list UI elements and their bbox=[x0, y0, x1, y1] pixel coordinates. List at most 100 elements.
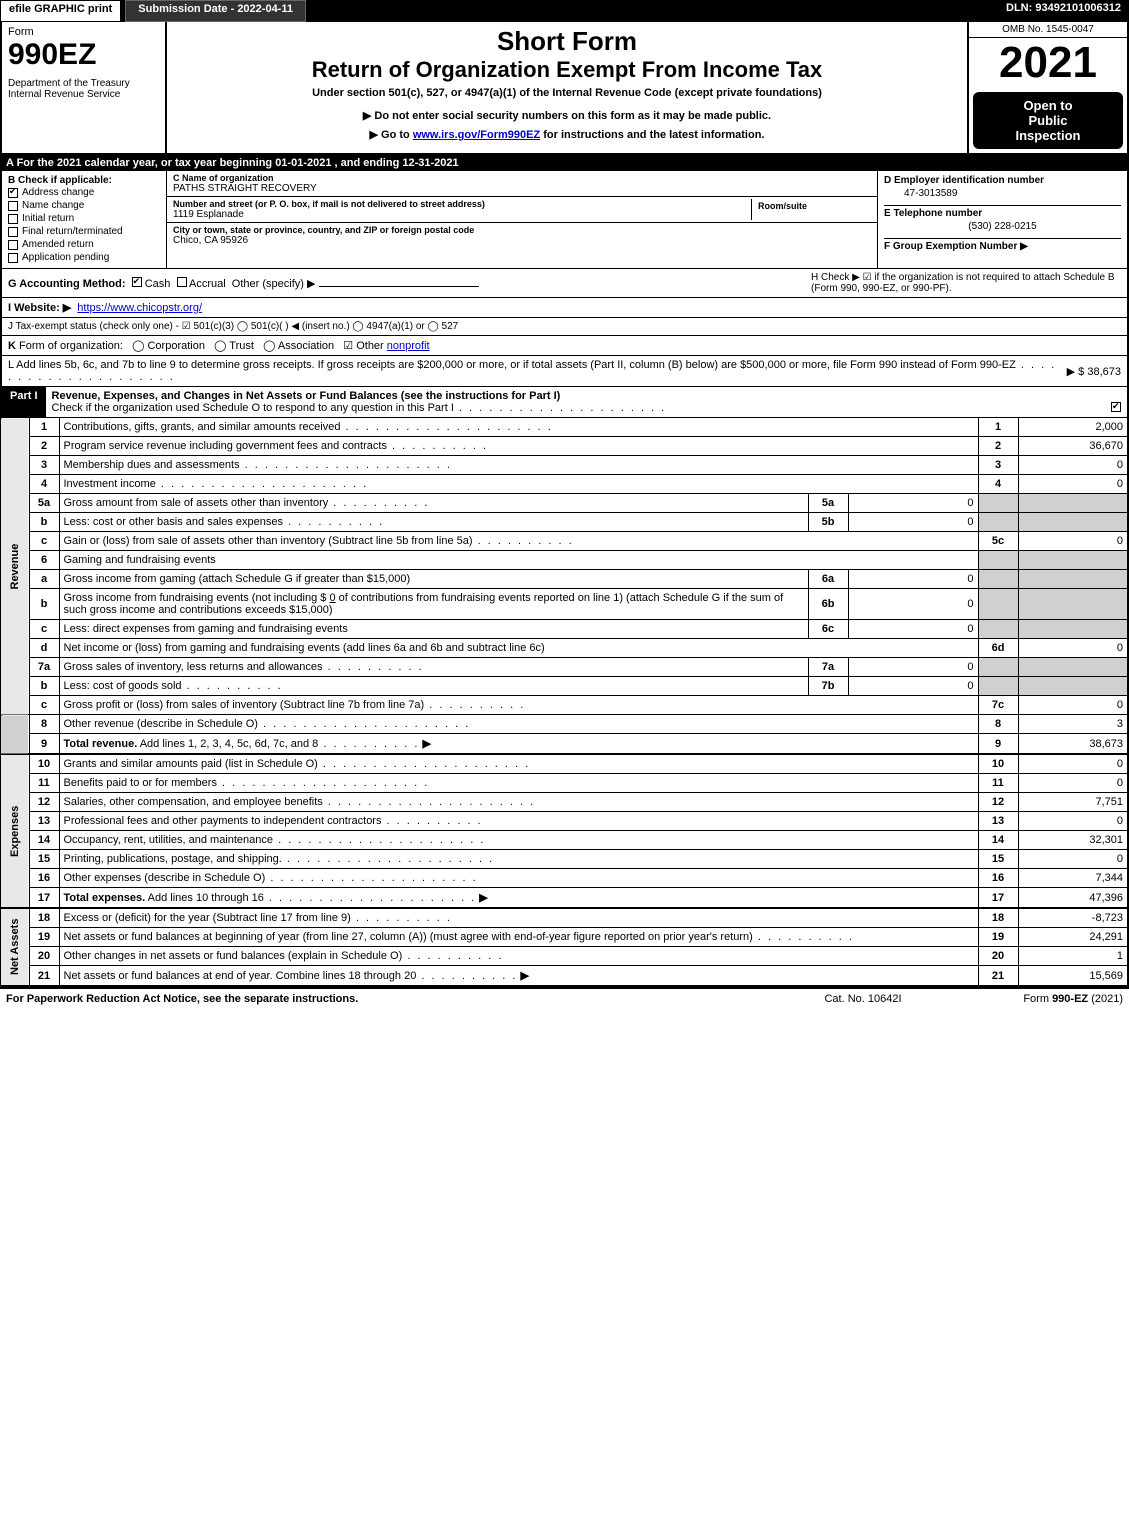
cb-pending[interactable] bbox=[8, 253, 18, 263]
cb-final-return[interactable] bbox=[8, 227, 18, 237]
desc-3: Membership dues and assessments bbox=[64, 459, 240, 471]
sn-6a: 6a bbox=[808, 570, 848, 589]
rn-15: 15 bbox=[978, 850, 1018, 869]
section-b-label: B Check if applicable: bbox=[8, 175, 160, 186]
website-label: I Website: ▶ bbox=[8, 301, 71, 314]
form-number: 990EZ bbox=[8, 38, 159, 72]
room-label: Room/suite bbox=[758, 201, 865, 211]
cb-schedule-o[interactable] bbox=[1111, 402, 1121, 412]
shaded-7a bbox=[978, 658, 1018, 677]
ln-4: 4 bbox=[29, 475, 59, 494]
desc-18: Excess or (deficit) for the year (Subtra… bbox=[64, 912, 351, 924]
irs-label: Internal Revenue Service bbox=[8, 89, 159, 100]
ein-value: 47-3013589 bbox=[884, 186, 1121, 205]
section-k-text: K Form of organization: ◯ Corporation ◯ … bbox=[8, 339, 430, 352]
rn-5c: 5c bbox=[978, 532, 1018, 551]
return-title: Return of Organization Exempt From Incom… bbox=[171, 57, 963, 83]
desc-1: Contributions, gifts, grants, and simila… bbox=[64, 421, 341, 433]
cb-label-2: Initial return bbox=[22, 213, 74, 224]
cb-cash[interactable] bbox=[132, 277, 142, 287]
rn-21: 21 bbox=[978, 966, 1018, 987]
desc-7b: Less: cost of goods sold bbox=[64, 680, 182, 692]
cb-name-change[interactable] bbox=[8, 201, 18, 211]
desc-5c: Gain or (loss) from sale of assets other… bbox=[64, 535, 473, 547]
ln-20: 20 bbox=[29, 947, 59, 966]
cb-label-3: Final return/terminated bbox=[22, 226, 123, 237]
rv-2: 36,670 bbox=[1018, 437, 1128, 456]
ln-21: 21 bbox=[29, 966, 59, 987]
cb-initial-return[interactable] bbox=[8, 214, 18, 224]
ln-7c: c bbox=[29, 696, 59, 715]
cb-amended[interactable] bbox=[8, 240, 18, 250]
rv-10: 0 bbox=[1018, 754, 1128, 774]
desc-16: Other expenses (describe in Schedule O) bbox=[64, 872, 266, 884]
ln-15: 15 bbox=[29, 850, 59, 869]
rn-1: 1 bbox=[978, 418, 1018, 437]
part-1-label: Part I bbox=[2, 387, 46, 417]
cb-label-4: Amended return bbox=[22, 239, 94, 250]
org-name: PATHS STRAIGHT RECOVERY bbox=[173, 183, 871, 194]
section-h: H Check ▶ ☑ if the organization is not r… bbox=[811, 272, 1121, 294]
rv-11: 0 bbox=[1018, 774, 1128, 793]
sv-5b: 0 bbox=[848, 513, 978, 532]
submission-date: Submission Date - 2022-04-11 bbox=[125, 0, 306, 22]
rv-16: 7,344 bbox=[1018, 869, 1128, 888]
ln-17: 17 bbox=[29, 888, 59, 909]
section-d: D Employer identification number 47-3013… bbox=[877, 171, 1127, 268]
netassets-side-label: Net Assets bbox=[1, 908, 29, 986]
cb-address-change[interactable] bbox=[8, 188, 18, 198]
ln-6a: a bbox=[29, 570, 59, 589]
website-link[interactable]: https://www.chicopstr.org/ bbox=[77, 302, 202, 314]
sv-6a: 0 bbox=[848, 570, 978, 589]
sv-5a: 0 bbox=[848, 494, 978, 513]
phone-value: (530) 228-0215 bbox=[884, 219, 1121, 238]
sn-5a: 5a bbox=[808, 494, 848, 513]
desc-6: Gaming and fundraising events bbox=[59, 551, 978, 570]
shaded-6c-v bbox=[1018, 620, 1128, 639]
cash-label: Cash bbox=[145, 278, 171, 290]
expenses-side-label: Expenses bbox=[1, 754, 29, 908]
form-label: Form bbox=[8, 26, 159, 38]
city-label: City or town, state or province, country… bbox=[173, 225, 871, 235]
sn-6c: 6c bbox=[808, 620, 848, 639]
irs-link[interactable]: www.irs.gov/Form990EZ bbox=[413, 129, 540, 141]
desc-20: Other changes in net assets or fund bala… bbox=[64, 950, 403, 962]
section-a: A For the 2021 calendar year, or tax yea… bbox=[0, 155, 1129, 171]
nonprofit-link[interactable]: nonprofit bbox=[387, 340, 430, 352]
desc-5b: Less: cost or other basis and sales expe… bbox=[64, 516, 284, 528]
rn-4: 4 bbox=[978, 475, 1018, 494]
desc-15: Printing, publications, postage, and shi… bbox=[64, 853, 282, 865]
ln-6d: d bbox=[29, 639, 59, 658]
rv-14: 32,301 bbox=[1018, 831, 1128, 850]
section-l: L Add lines 5b, 6c, and 7b to line 9 to … bbox=[0, 356, 1129, 387]
cb-label-1: Name change bbox=[22, 200, 84, 211]
shaded-6 bbox=[978, 551, 1018, 570]
section-c: C Name of organization PATHS STRAIGHT RE… bbox=[167, 171, 877, 268]
ln-3: 3 bbox=[29, 456, 59, 475]
ein-label: D Employer identification number bbox=[884, 175, 1121, 186]
sn-7a: 7a bbox=[808, 658, 848, 677]
efile-print-label[interactable]: efile GRAPHIC print bbox=[0, 0, 121, 22]
ln-2: 2 bbox=[29, 437, 59, 456]
desc-6b-amt: 0 bbox=[329, 592, 335, 604]
sn-6b: 6b bbox=[808, 589, 848, 620]
ln-19: 19 bbox=[29, 928, 59, 947]
rv-15: 0 bbox=[1018, 850, 1128, 869]
rn-3: 3 bbox=[978, 456, 1018, 475]
rv-20: 1 bbox=[1018, 947, 1128, 966]
ln-18: 18 bbox=[29, 908, 59, 928]
ln-6b: b bbox=[29, 589, 59, 620]
section-b: B Check if applicable: Address change Na… bbox=[2, 171, 167, 268]
ln-10: 10 bbox=[29, 754, 59, 774]
cb-accrual[interactable] bbox=[177, 277, 187, 287]
footer-right: Form 990-EZ (2021) bbox=[963, 993, 1123, 1005]
shaded-7a-v bbox=[1018, 658, 1128, 677]
desc-17-bold: Total expenses. bbox=[64, 892, 146, 904]
footer: For Paperwork Reduction Act Notice, see … bbox=[0, 987, 1129, 1009]
desc-6b-1: Gross income from fundraising events (no… bbox=[64, 592, 327, 604]
omb-number: OMB No. 1545-0047 bbox=[969, 22, 1127, 38]
rv-12: 7,751 bbox=[1018, 793, 1128, 812]
ln-5a: 5a bbox=[29, 494, 59, 513]
tax-year: 2021 bbox=[969, 38, 1127, 88]
accrual-label: Accrual bbox=[189, 278, 226, 290]
